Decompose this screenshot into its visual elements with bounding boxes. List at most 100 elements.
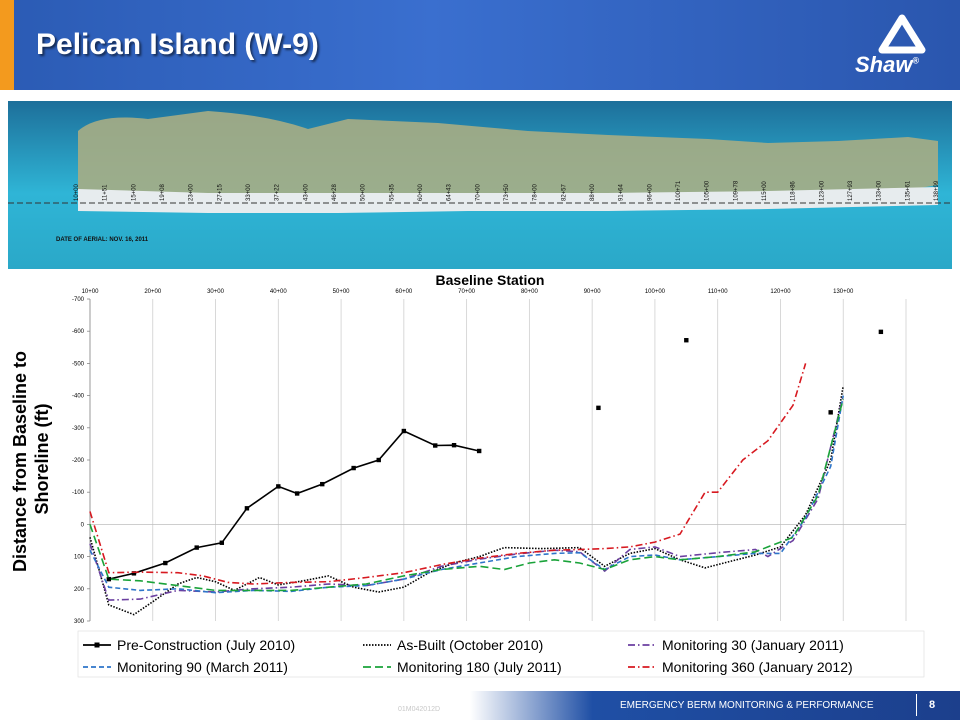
y-tick-label: -600: [72, 329, 85, 335]
aerial-date-label: DATE OF AERIAL: NOV. 16, 2011: [56, 237, 149, 243]
data-point: [433, 443, 438, 448]
aerial-station-label: 37+22: [275, 183, 281, 201]
data-point: [684, 338, 689, 343]
aerial-station-label: 27+15: [217, 183, 223, 201]
header-accent-bar: [0, 0, 14, 90]
aerial-photo: 10+00 11+51 15+00 19+08 23+00 27+15 33+00 37+22…: [8, 101, 952, 269]
aerial-station-label: 123+00: [819, 180, 825, 201]
series-line: [89, 385, 844, 616]
x-tick-label: 130+00: [833, 289, 854, 295]
aerial-station-label: 50+00: [361, 183, 367, 201]
aerial-station-labels: 10+00 11+51 15+00 19+08 23+00 27+15 33+00 37+22…: [74, 180, 940, 201]
data-point: [294, 491, 300, 496]
x-tick-label: 30+00: [207, 289, 225, 295]
aerial-station-label: 43+00: [303, 183, 309, 201]
x-tick-label: 80+00: [521, 289, 539, 295]
footer-bar: [470, 691, 960, 720]
aerial-station-label: 91+64: [619, 183, 625, 201]
legend-label: Monitoring 360 (January 2012): [662, 659, 853, 675]
aerial-station-label: 82+57: [561, 183, 567, 201]
y-tick-label: 100: [74, 555, 85, 561]
aerial-station-label: 46+28: [332, 183, 338, 201]
aerial-station-label: 127+93: [848, 180, 854, 201]
y-tick-label: -200: [72, 458, 85, 464]
series-group: [596, 329, 884, 415]
document-code: 01M042012D: [398, 706, 441, 713]
data-point: [320, 481, 325, 487]
series-group: [89, 363, 807, 585]
x-tick-label: 20+00: [144, 289, 162, 295]
aerial-station-label: 19+08: [160, 183, 166, 201]
chart-gridlines: [89, 299, 907, 621]
y-tick-label: -400: [72, 394, 85, 400]
chart-title: Baseline Station: [436, 272, 545, 288]
aerial-station-label: 73+50: [504, 183, 510, 201]
data-point: [451, 442, 457, 448]
page-number: 8: [929, 699, 936, 711]
y-tick-label: -300: [72, 426, 85, 432]
x-tick-label: 70+00: [458, 289, 476, 295]
aerial-station-label: 70+00: [475, 183, 481, 201]
data-point: [878, 329, 884, 335]
x-tick-label: 40+00: [270, 289, 288, 295]
series-line: [89, 395, 844, 594]
data-point: [476, 448, 482, 454]
x-tick-label: 100+00: [645, 289, 666, 295]
data-point: [219, 540, 225, 545]
aerial-station-label: 10+00: [74, 183, 80, 201]
x-tick-label: 60+00: [395, 289, 413, 295]
data-point: [828, 410, 833, 415]
aerial-station-label: 109+78: [733, 180, 739, 201]
aerial-land-mass: [78, 111, 938, 203]
y-tick-label: -500: [72, 361, 85, 367]
series-group: [89, 398, 844, 592]
aerial-station-label: 118+86: [791, 181, 797, 201]
data-point: [376, 457, 381, 463]
data-point: [194, 545, 199, 550]
slide-header: [0, 0, 960, 90]
shoreline-chart: Baseline Station Distance from Baseline …: [8, 269, 952, 681]
aerial-station-label: 100+71: [676, 180, 682, 201]
y-tick-label: 200: [74, 587, 85, 593]
aerial-station-label: 55+35: [389, 183, 395, 201]
series-group: [89, 385, 844, 616]
chart-legend: Pre-Construction (July 2010) As-Built (Oc…: [77, 630, 925, 678]
data-point: [106, 576, 112, 582]
y-tick-label: -100: [72, 490, 85, 496]
legend-label: Monitoring 180 (July 2011): [397, 659, 562, 675]
legend-label: Monitoring 90 (March 2011): [117, 659, 288, 675]
aerial-station-label: 115+00: [762, 181, 768, 201]
data-point: [401, 428, 407, 434]
aerial-beach: [78, 187, 938, 213]
aerial-station-label: 133+00: [877, 180, 883, 201]
legend-label: Pre-Construction (July 2010): [117, 637, 295, 653]
shaw-logo-icon: [878, 14, 926, 54]
series-group: [106, 428, 482, 582]
slide-title: Pelican Island (W-9): [36, 28, 319, 61]
y-tick-label: -700: [72, 297, 85, 303]
series-group: [89, 395, 844, 594]
data-point: [244, 506, 250, 511]
x-tick-label: 90+00: [584, 289, 602, 295]
x-tick-label: 50+00: [333, 289, 351, 295]
aerial-station-label: 23+00: [189, 183, 195, 201]
data-point: [131, 571, 137, 576]
x-tick-label: 120+00: [770, 289, 791, 295]
aerial-station-label: 138+99: [934, 180, 940, 201]
legend-label: As-Built (October 2010): [397, 637, 543, 653]
data-point: [276, 484, 281, 489]
chart-axes: 10+00 20+00 30+00 40+00 50+00 60+00 70+00 80+00…: [72, 289, 854, 625]
footer-divider: [916, 694, 917, 716]
aerial-station-label: 135+61: [905, 180, 911, 201]
series-line: [89, 395, 844, 601]
chart-series: [89, 329, 884, 616]
aerial-station-label: 105+00: [705, 180, 711, 201]
legend-label: Monitoring 30 (January 2011): [662, 637, 844, 653]
series-group: [89, 395, 844, 601]
aerial-station-label: 11+51: [103, 184, 109, 201]
y-axis-title: Distance from Baseline to Shoreline (ft): [10, 346, 52, 572]
aerial-station-label: 88+00: [590, 183, 596, 201]
aerial-station-label: 15+00: [131, 183, 137, 201]
x-tick-label: 110+00: [708, 289, 728, 295]
x-tick-label: 10+00: [82, 289, 100, 295]
